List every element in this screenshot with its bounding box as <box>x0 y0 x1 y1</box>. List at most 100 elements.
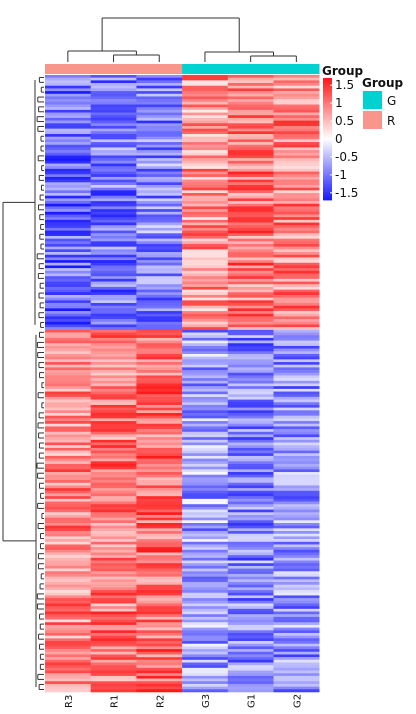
color-scale-step <box>323 191 332 195</box>
heatmap-cell <box>90 85 137 89</box>
heatmap-cell <box>45 659 91 663</box>
heatmap-cell <box>182 383 229 387</box>
heatmap-cell <box>227 568 274 572</box>
heatmap-cell <box>227 431 274 435</box>
heatmap-cell <box>90 281 137 285</box>
heatmap-cell <box>90 96 137 100</box>
heatmap-cell <box>182 482 229 486</box>
heatmap-cell <box>136 638 183 642</box>
heatmap-cell <box>45 670 91 674</box>
heatmap-cell <box>136 139 183 143</box>
heatmap-cell <box>227 273 274 277</box>
heatmap-cell <box>90 370 137 374</box>
heatmap-cell <box>136 356 183 360</box>
heatmap-cell <box>136 474 183 478</box>
heatmap-cell <box>90 480 137 484</box>
heatmap-cell <box>182 504 229 508</box>
heatmap-cell <box>136 311 183 315</box>
heatmap-cell <box>227 308 274 312</box>
heatmap-cell <box>182 394 229 398</box>
heatmap-cell <box>227 372 274 376</box>
heatmap-cell <box>182 517 229 521</box>
heatmap-cell <box>90 619 137 623</box>
heatmap-cell <box>90 115 137 119</box>
heatmap-cell <box>227 120 274 124</box>
heatmap-cell <box>182 168 229 172</box>
heatmap-cell <box>182 555 229 559</box>
heatmap-cell <box>273 225 320 229</box>
heatmap-cell <box>45 168 91 172</box>
heatmap-cell <box>90 399 137 403</box>
heatmap-cell <box>273 523 320 526</box>
heatmap-cell <box>182 584 229 588</box>
heatmap-cell <box>182 206 229 210</box>
heatmap-cell <box>90 667 137 671</box>
heatmap-cell <box>273 673 320 677</box>
heatmap-cell <box>227 523 274 526</box>
heatmap-cell <box>136 423 183 427</box>
heatmap-cell <box>227 659 274 663</box>
heatmap-cell <box>90 654 137 658</box>
heatmap-cell <box>273 396 320 400</box>
heatmap-cell <box>45 480 91 484</box>
heatmap-cell <box>273 335 320 339</box>
heatmap-cell <box>45 380 91 384</box>
heatmap-cell <box>136 496 183 500</box>
heatmap-cell <box>227 168 274 172</box>
heatmap-cell <box>227 142 274 146</box>
heatmap-cell <box>273 179 320 183</box>
column-label: R3 <box>64 695 75 708</box>
heatmap-cell <box>45 308 91 312</box>
heatmap-cell <box>227 75 274 78</box>
heatmap-cell <box>182 150 229 154</box>
heatmap-cell <box>136 482 183 486</box>
heatmap-cell <box>90 423 137 427</box>
heatmap-cell <box>227 364 274 368</box>
heatmap-cell <box>136 359 183 363</box>
heatmap-cell <box>136 324 183 328</box>
heatmap-cell <box>136 104 183 108</box>
heatmap-cell <box>45 477 91 481</box>
heatmap-cell <box>182 493 229 497</box>
heatmap-cell <box>227 665 274 669</box>
heatmap-cell <box>136 552 183 556</box>
heatmap-cell <box>45 134 91 137</box>
heatmap-cell <box>227 246 274 250</box>
heatmap-cell <box>182 598 229 602</box>
heatmap-cell <box>227 83 274 87</box>
heatmap-cell <box>136 174 183 178</box>
color-scale-step <box>323 189 332 193</box>
heatmap-cell <box>227 455 274 459</box>
heatmap-cell <box>45 359 91 363</box>
heatmap-cell <box>227 85 274 89</box>
heatmap-cell <box>273 429 320 433</box>
heatmap-cell <box>90 303 137 306</box>
heatmap-cell <box>227 144 274 148</box>
heatmap-cell <box>182 190 229 194</box>
heatmap-cell <box>273 399 320 403</box>
heatmap-cell <box>182 662 229 666</box>
heatmap-cell <box>90 678 137 682</box>
heatmap-cell <box>45 372 91 376</box>
heatmap-cell <box>136 501 183 505</box>
heatmap-cell <box>273 646 320 650</box>
heatmap-cell <box>136 101 183 105</box>
heatmap-cell <box>227 125 274 129</box>
heatmap-cell <box>90 638 137 642</box>
heatmap-cell <box>273 305 320 309</box>
heatmap-cell <box>273 514 320 518</box>
heatmap-cell <box>136 289 183 293</box>
heatmap-cell <box>227 557 274 561</box>
heatmap-cell <box>273 227 320 231</box>
heatmap-cell <box>273 506 320 510</box>
heatmap-cell <box>136 244 183 247</box>
heatmap-cell <box>182 163 229 167</box>
heatmap-cell <box>90 308 137 312</box>
heatmap-cell <box>227 284 274 288</box>
heatmap-cell <box>90 675 137 679</box>
heatmap-cell <box>45 158 91 162</box>
heatmap-cell <box>227 230 274 234</box>
heatmap-cell <box>273 667 320 671</box>
heatmap-cell <box>45 303 91 306</box>
heatmap-cell <box>273 622 320 626</box>
